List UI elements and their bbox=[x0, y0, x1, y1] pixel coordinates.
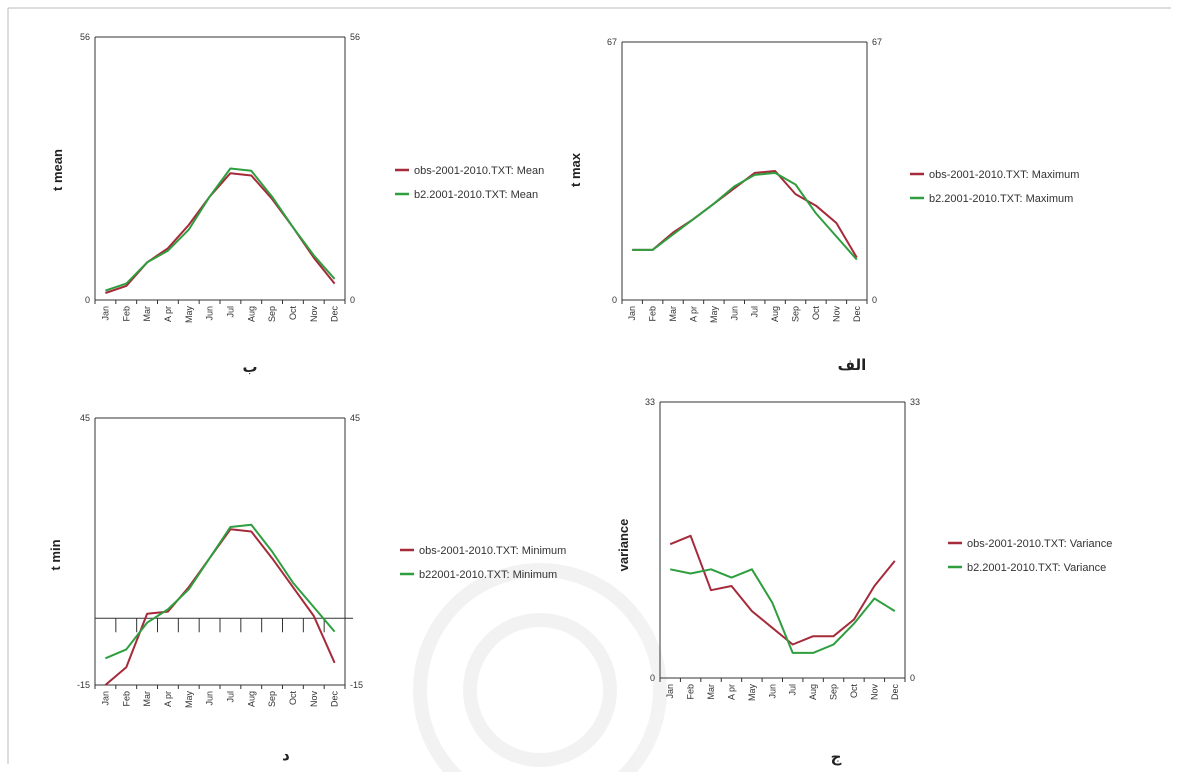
x-tick-label: Aug bbox=[770, 306, 780, 322]
legend-label: b2.2001-2010.TXT: Maximum bbox=[929, 193, 1073, 205]
panel-caption: د bbox=[282, 746, 290, 764]
watermark-logo bbox=[413, 563, 667, 772]
x-tick-label: Jul bbox=[750, 306, 760, 318]
y-axis-title: t min bbox=[48, 539, 63, 570]
y-axis-title: t max bbox=[568, 152, 583, 187]
x-tick-label: Dec bbox=[330, 306, 340, 323]
x-tick-label: A pr bbox=[163, 306, 173, 322]
y-tick-label-right: 0 bbox=[350, 295, 355, 305]
legend-label: obs-2001-2010.TXT: Variance bbox=[967, 538, 1112, 550]
y-tick-label-right: 33 bbox=[910, 397, 920, 407]
x-tick-label: Jan bbox=[665, 684, 675, 699]
x-tick-label: Jan bbox=[100, 306, 110, 321]
x-tick-label: Mar bbox=[706, 684, 716, 700]
panel-caption: ج bbox=[831, 748, 842, 766]
y-tick-label-left: 56 bbox=[80, 32, 90, 42]
legend-label: obs-2001-2010.TXT: Minimum bbox=[419, 545, 566, 557]
x-tick-label: Feb bbox=[648, 306, 658, 322]
x-tick-label: Sep bbox=[791, 306, 801, 322]
x-tick-label: Jun bbox=[205, 691, 215, 706]
chart-t-mean: 0 0 56 56 Jan Feb Mar A pr May Jun Jul Aug Sep Oct Nov… bbox=[50, 32, 544, 376]
x-tick-label: Sep bbox=[267, 691, 277, 707]
x-tick-label: Feb bbox=[121, 306, 131, 322]
chart-t-min: -15 -15 45 45 Jan Feb Mar A pr May Jun Jul Aug Sep Oc… bbox=[48, 413, 566, 764]
x-tick-label: Sep bbox=[267, 306, 277, 322]
series-line-model bbox=[669, 568, 896, 654]
x-tick-label: May bbox=[747, 684, 757, 702]
y-tick-label-left: 33 bbox=[645, 397, 655, 407]
y-axis-title: t mean bbox=[50, 149, 65, 191]
x-tick-label: Feb bbox=[686, 684, 696, 700]
page-border bbox=[7, 7, 1171, 764]
y-tick-label-left: 0 bbox=[650, 673, 655, 683]
y-tick-label-right: 0 bbox=[910, 673, 915, 683]
series-line-obs bbox=[632, 170, 858, 259]
x-tick-label: Jun bbox=[767, 684, 777, 699]
x-tick-label: Mar bbox=[142, 306, 152, 322]
legend-label: obs-2001-2010.TXT: Mean bbox=[414, 165, 544, 177]
y-tick-label-left: 45 bbox=[80, 413, 90, 423]
x-tick-label: Nov bbox=[309, 691, 319, 708]
x-tick-label: Sep bbox=[829, 684, 839, 700]
y-tick-label-right: 45 bbox=[350, 413, 360, 423]
x-tick-label: Nov bbox=[309, 306, 319, 323]
series-line-obs bbox=[104, 528, 336, 686]
x-tick-label: May bbox=[184, 306, 194, 324]
x-tick-label: Aug bbox=[246, 691, 256, 707]
x-tick-label: A pr bbox=[726, 684, 736, 700]
x-tick-label: Dec bbox=[330, 691, 340, 708]
chart-variance: 0 0 33 33 Jan Feb Mar A pr May Jun Jul Aug Sep Oct Nov… bbox=[616, 397, 1112, 766]
y-tick-label-right: -15 bbox=[350, 680, 363, 690]
series-line-model bbox=[105, 167, 336, 292]
x-tick-label: Feb bbox=[121, 691, 131, 707]
x-tick-label: Jun bbox=[205, 306, 215, 321]
y-axis-title: variance bbox=[616, 519, 631, 572]
x-tick-label: Dec bbox=[852, 306, 862, 323]
x-tick-label: Mar bbox=[142, 691, 152, 707]
y-tick-label-right: 56 bbox=[350, 32, 360, 42]
legend-label: b2.2001-2010.TXT: Variance bbox=[967, 562, 1106, 574]
y-tick-label-left: -15 bbox=[77, 680, 90, 690]
legend-label: b22001-2010.TXT: Minimum bbox=[419, 569, 557, 581]
x-tick-label: May bbox=[709, 306, 719, 324]
x-tick-label: A pr bbox=[163, 691, 173, 707]
x-tick-label: Oct bbox=[811, 306, 821, 321]
x-tick-label: Aug bbox=[808, 684, 818, 700]
panel-caption: ب bbox=[242, 358, 257, 376]
x-tick-label: Nov bbox=[869, 684, 879, 701]
y-tick-label-right: 67 bbox=[872, 37, 882, 47]
x-tick-label: Oct bbox=[849, 684, 859, 699]
x-tick-label: Jul bbox=[225, 691, 235, 703]
x-tick-label: Jan bbox=[627, 306, 637, 321]
x-tick-label: May bbox=[184, 691, 194, 709]
x-tick-label: Dec bbox=[890, 684, 900, 701]
series-line-obs bbox=[105, 172, 336, 294]
x-tick-label: Jun bbox=[729, 306, 739, 321]
series-line-model bbox=[632, 171, 858, 261]
x-tick-label: Mar bbox=[668, 306, 678, 322]
y-tick-label-right: 0 bbox=[872, 295, 877, 305]
x-tick-label: Jan bbox=[100, 691, 110, 706]
series-line-model bbox=[105, 523, 336, 660]
x-tick-label: Jul bbox=[788, 684, 798, 696]
x-tick-label: Oct bbox=[288, 306, 298, 321]
series-line-obs bbox=[669, 534, 896, 646]
y-tick-label-left: 0 bbox=[85, 295, 90, 305]
x-tick-label: Nov bbox=[831, 306, 841, 323]
chart-t-max: 0 0 67 67 Jan Feb Mar A pr May Jun Jul Aug Sep Oct Nov… bbox=[568, 37, 1079, 374]
x-tick-label: A pr bbox=[688, 306, 698, 322]
legend-label: b2.2001-2010.TXT: Mean bbox=[414, 189, 538, 201]
y-tick-label-left: 67 bbox=[607, 37, 617, 47]
panel-caption: الف bbox=[838, 356, 867, 374]
x-tick-label: Jul bbox=[225, 306, 235, 318]
x-tick-label: Aug bbox=[246, 306, 256, 322]
legend-label: obs-2001-2010.TXT: Maximum bbox=[929, 169, 1079, 181]
x-tick-label: Oct bbox=[288, 691, 298, 706]
y-tick-label-left: 0 bbox=[612, 295, 617, 305]
